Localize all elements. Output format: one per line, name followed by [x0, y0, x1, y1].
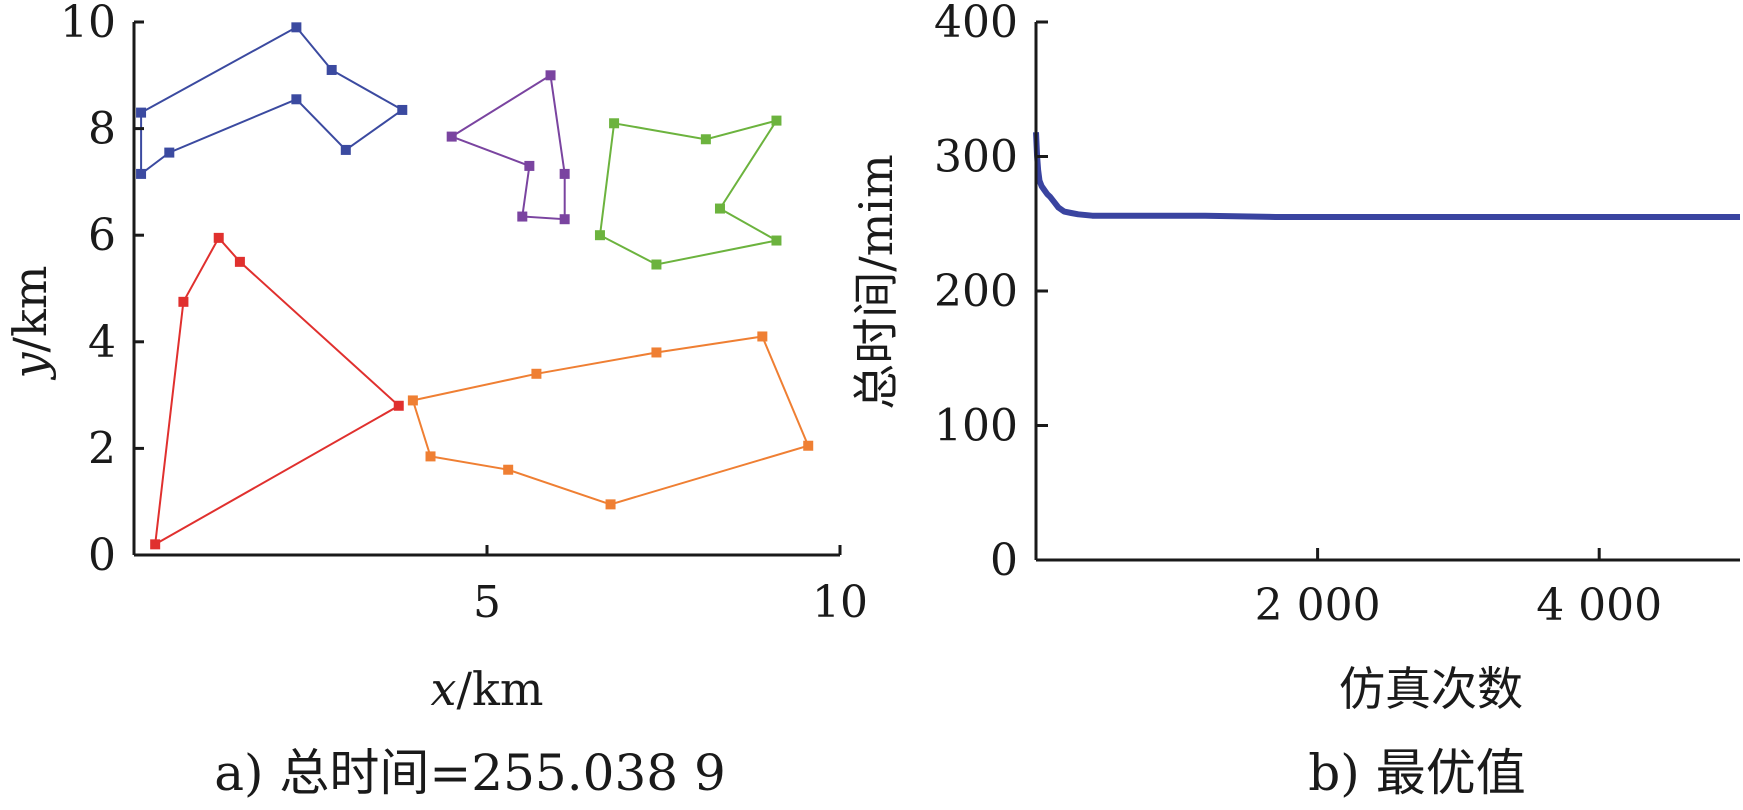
y-tick-label: 10	[60, 0, 116, 48]
y-tick-label: 2	[88, 423, 116, 474]
route-point	[524, 160, 535, 171]
route-2	[446, 70, 570, 225]
x-ticks-b: 2 000 4 000	[1255, 548, 1662, 631]
route-point	[757, 331, 768, 342]
route-point	[559, 168, 570, 179]
route-point	[326, 64, 337, 75]
route-point	[425, 451, 436, 462]
y-tick-label-b: 300	[934, 132, 1018, 183]
chart-a: 0 2 4 6 8 10 5 10 x/km y/km a) 总时间=255.038 9	[3, 0, 868, 802]
route-point	[714, 203, 725, 214]
route-point	[136, 168, 147, 179]
route-point	[291, 22, 302, 33]
route-point	[446, 131, 457, 142]
x-tick-label-b: 2 000	[1255, 580, 1381, 631]
y-tick-label-b: 200	[934, 266, 1018, 317]
route-point	[651, 259, 662, 270]
route-4	[150, 232, 404, 550]
route-point	[213, 232, 224, 243]
y-tick-label: 0	[88, 530, 116, 581]
route-point	[503, 464, 514, 475]
route-point	[700, 134, 711, 145]
route-line	[140, 26, 405, 176]
route-point	[771, 115, 782, 126]
route-point	[651, 347, 662, 358]
route-1	[136, 22, 408, 179]
x-ticks: 5 10	[473, 545, 868, 628]
route-3	[594, 115, 782, 270]
route-point	[234, 256, 245, 267]
y-tick-label-b: 0	[990, 535, 1018, 586]
x-tick-label-b: 4 000	[1536, 580, 1662, 631]
route-line	[411, 335, 810, 506]
route-point	[397, 104, 408, 115]
y-axis-label-b: 总时间/mim	[849, 154, 903, 409]
route-point	[517, 211, 528, 222]
y-tick-label: 4	[88, 317, 116, 368]
route-point	[594, 230, 605, 241]
route-point	[150, 539, 161, 550]
route-point	[559, 214, 570, 225]
route-point	[545, 70, 556, 81]
route-point	[178, 296, 189, 307]
route-point	[164, 147, 175, 158]
route-5	[407, 331, 814, 510]
y-ticks: 0 2 4 6 8 10	[60, 0, 144, 581]
route-point	[803, 440, 814, 451]
route-line	[598, 118, 780, 266]
x-axis-label-b: 仿真次数	[1339, 662, 1523, 716]
caption-b: b) 最优值	[1308, 744, 1525, 802]
route-point	[605, 499, 616, 510]
caption-a: a) 总时间=255.038 9	[214, 744, 726, 802]
y-tick-label-b: 400	[934, 0, 1018, 48]
route-point	[407, 395, 418, 406]
x-tick-label: 5	[473, 577, 501, 628]
x-tick-label: 10	[812, 577, 868, 628]
route-point	[771, 235, 782, 246]
route-line	[154, 236, 401, 546]
y-tick-label: 8	[88, 104, 116, 155]
route-point	[609, 118, 620, 129]
y-tick-label: 6	[88, 210, 116, 261]
route-series-group	[136, 22, 814, 550]
route-point	[340, 144, 351, 155]
x-axis-label: x/km	[431, 662, 544, 716]
route-point	[393, 400, 404, 411]
convergence-series-group	[1033, 132, 1740, 220]
route-line	[451, 73, 566, 221]
y-tick-label-b: 100	[934, 401, 1018, 452]
y-ticks-b: 0 100 200 300 400	[934, 0, 1048, 586]
y-axis-label: y/km	[3, 266, 57, 381]
convergence-line	[1033, 132, 1740, 220]
chart-b: 0 100 200 300 400 2 000 4 000 仿真次数 总时间/mim b)…	[849, 0, 1740, 802]
route-point	[291, 94, 302, 105]
route-point	[136, 107, 147, 118]
route-point	[531, 368, 542, 379]
